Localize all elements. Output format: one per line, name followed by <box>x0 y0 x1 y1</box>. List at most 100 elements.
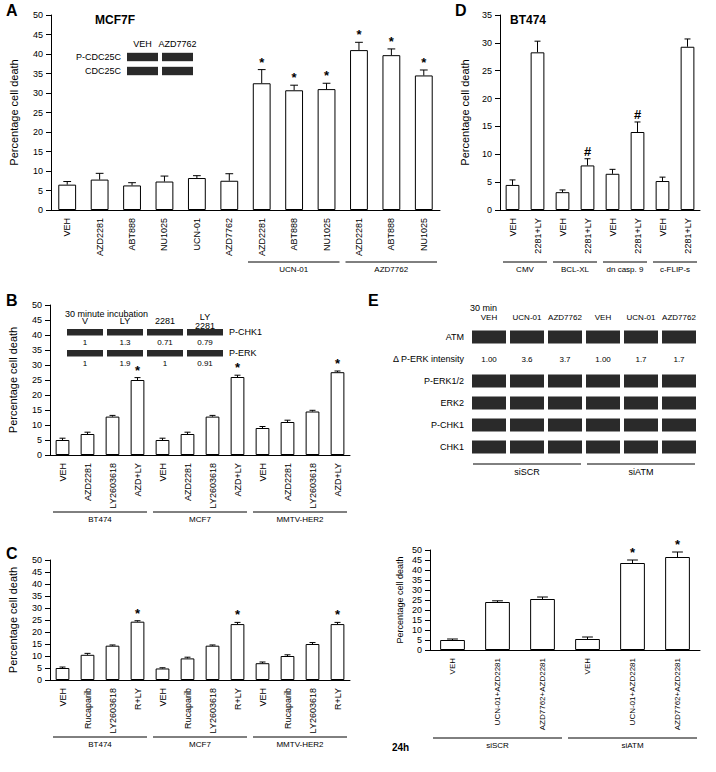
svg-text:VEH: VEH <box>508 218 518 237</box>
svg-text:10: 10 <box>33 166 43 176</box>
svg-text:LY2603618: LY2603618 <box>108 688 118 733</box>
svg-text:P-CDC25C: P-CDC25C <box>76 52 122 62</box>
svg-text:50: 50 <box>412 545 422 555</box>
svg-text:0: 0 <box>37 675 42 685</box>
svg-text:ABT888: ABT888 <box>386 218 396 251</box>
svg-text:LY2603618: LY2603618 <box>108 463 118 508</box>
svg-text:NU1025: NU1025 <box>159 218 169 251</box>
svg-text:BT474: BT474 <box>88 515 112 524</box>
svg-text:c-FLIP-s: c-FLIP-s <box>660 265 690 274</box>
svg-text:24h: 24h <box>392 742 409 753</box>
svg-text:siSCR: siSCR <box>486 741 509 750</box>
svg-text:AZD+LY: AZD+LY <box>233 463 243 497</box>
svg-text:5: 5 <box>38 186 43 196</box>
svg-text:dn casp. 9: dn casp. 9 <box>607 265 644 274</box>
svg-text:*: * <box>259 55 265 70</box>
svg-text:40: 40 <box>412 565 422 575</box>
svg-text:1.00: 1.00 <box>595 355 611 364</box>
svg-text:50: 50 <box>32 300 42 310</box>
svg-text:CDC25C: CDC25C <box>85 66 122 76</box>
svg-text:R+LY: R+LY <box>133 688 143 710</box>
svg-text:AZD2281: AZD2281 <box>83 463 93 501</box>
svg-text:E: E <box>368 292 379 309</box>
svg-text:0.71: 0.71 <box>157 338 173 347</box>
svg-text:AZD2281: AZD2281 <box>354 218 364 256</box>
svg-text:P-CHK1: P-CHK1 <box>431 420 464 430</box>
svg-text:AZD7762: AZD7762 <box>224 218 234 256</box>
svg-text:35: 35 <box>482 10 492 20</box>
svg-text:Percentage cell death: Percentage cell death <box>7 567 19 673</box>
svg-text:LY2603618: LY2603618 <box>308 688 318 733</box>
svg-text:MMTV-HER2: MMTV-HER2 <box>276 740 324 749</box>
svg-text:UCN-01: UCN-01 <box>192 218 202 251</box>
svg-text:25: 25 <box>32 375 42 385</box>
svg-text:20: 20 <box>32 390 42 400</box>
svg-text:*: * <box>135 363 141 378</box>
svg-text:VEH: VEH <box>62 218 72 237</box>
svg-text:VEH: VEH <box>481 313 498 322</box>
svg-text:UCN-01+AZD2281: UCN-01+AZD2281 <box>628 657 637 725</box>
svg-text:VEH: VEH <box>558 218 568 237</box>
svg-text:15: 15 <box>32 639 42 649</box>
svg-text:40: 40 <box>33 49 43 59</box>
svg-text:0: 0 <box>38 205 43 215</box>
svg-text:35: 35 <box>33 69 43 79</box>
svg-text:CHK1: CHK1 <box>440 442 464 452</box>
svg-text:5: 5 <box>417 635 422 645</box>
svg-text:5: 5 <box>37 435 42 445</box>
svg-text:30: 30 <box>33 88 43 98</box>
svg-text:VEH: VEH <box>158 463 168 482</box>
svg-text:30: 30 <box>32 603 42 613</box>
svg-text:BT474: BT474 <box>88 740 112 749</box>
svg-text:0: 0 <box>37 450 42 460</box>
svg-text:NU1025: NU1025 <box>419 218 429 251</box>
svg-text:*: * <box>630 545 636 560</box>
svg-text:AZD2281: AZD2281 <box>183 463 193 501</box>
svg-text:#: # <box>584 144 592 159</box>
svg-text:1.00: 1.00 <box>481 355 497 364</box>
svg-text:VEH: VEH <box>258 463 268 482</box>
svg-text:0.79: 0.79 <box>197 338 213 347</box>
svg-text:#: # <box>634 107 642 122</box>
svg-text:35: 35 <box>32 345 42 355</box>
svg-text:1.9: 1.9 <box>119 359 131 368</box>
svg-text:25: 25 <box>482 66 492 76</box>
svg-text:UCN-01: UCN-01 <box>627 313 656 322</box>
svg-text:40: 40 <box>32 330 42 340</box>
svg-text:AZD2281: AZD2281 <box>95 218 105 256</box>
svg-text:P-CHK1: P-CHK1 <box>229 327 262 337</box>
svg-text:*: * <box>235 607 241 622</box>
svg-text:LY2603618: LY2603618 <box>308 463 318 508</box>
svg-text:NU1025: NU1025 <box>322 218 332 251</box>
svg-text:1.3: 1.3 <box>119 338 131 347</box>
svg-text:25: 25 <box>33 108 43 118</box>
svg-text:AZD+LY: AZD+LY <box>333 463 343 497</box>
svg-text:MMTV-HER2: MMTV-HER2 <box>276 515 324 524</box>
svg-text:P-ERK1/2: P-ERK1/2 <box>424 376 464 386</box>
svg-text:20: 20 <box>482 94 492 104</box>
svg-text:20: 20 <box>33 127 43 137</box>
svg-text:B: B <box>6 292 18 309</box>
svg-text:VEH: VEH <box>158 688 168 707</box>
svg-text:siATM: siATM <box>621 741 643 750</box>
svg-text:LY2603618: LY2603618 <box>208 688 218 733</box>
svg-text:AZD7762: AZD7762 <box>158 39 196 49</box>
svg-text:*: * <box>135 606 141 621</box>
svg-text:LY2603618: LY2603618 <box>208 463 218 508</box>
svg-text:VEH: VEH <box>58 463 68 482</box>
svg-text:VEH: VEH <box>58 688 68 707</box>
svg-text:VEH: VEH <box>133 39 152 49</box>
svg-text:35: 35 <box>32 591 42 601</box>
svg-text:1.7: 1.7 <box>673 355 685 364</box>
svg-text:10: 10 <box>412 625 422 635</box>
svg-text:25: 25 <box>32 615 42 625</box>
svg-text:3.7: 3.7 <box>559 355 571 364</box>
svg-text:VEH: VEH <box>608 218 618 237</box>
svg-text:AZD2281: AZD2281 <box>257 218 267 256</box>
svg-text:*: * <box>356 27 362 42</box>
svg-text:30: 30 <box>412 585 422 595</box>
svg-text:3.6: 3.6 <box>521 355 533 364</box>
svg-text:45: 45 <box>32 567 42 577</box>
svg-text:10: 10 <box>32 651 42 661</box>
svg-text:10: 10 <box>482 149 492 159</box>
